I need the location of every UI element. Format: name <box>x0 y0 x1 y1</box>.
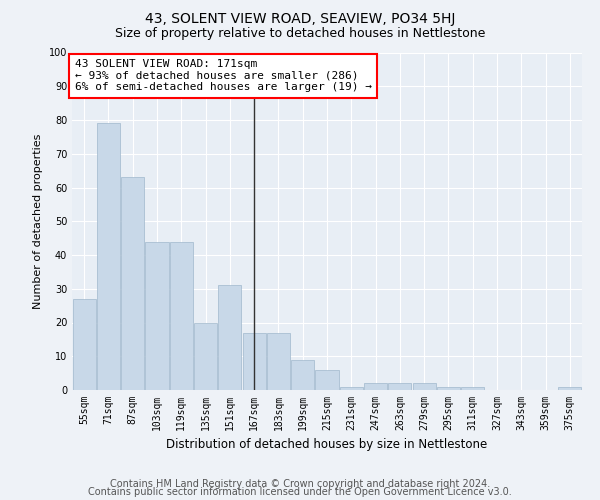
X-axis label: Distribution of detached houses by size in Nettlestone: Distribution of detached houses by size … <box>166 438 488 452</box>
Bar <box>267 332 290 390</box>
Text: Contains public sector information licensed under the Open Government Licence v3: Contains public sector information licen… <box>88 487 512 497</box>
Bar <box>291 360 314 390</box>
Bar <box>437 386 460 390</box>
Bar <box>242 332 266 390</box>
Bar <box>413 383 436 390</box>
Bar <box>170 242 193 390</box>
Text: Contains HM Land Registry data © Crown copyright and database right 2024.: Contains HM Land Registry data © Crown c… <box>110 479 490 489</box>
Bar <box>194 322 217 390</box>
Bar <box>97 124 120 390</box>
Bar <box>145 242 169 390</box>
Bar <box>364 383 387 390</box>
Bar <box>388 383 412 390</box>
Y-axis label: Number of detached properties: Number of detached properties <box>33 134 43 309</box>
Text: Size of property relative to detached houses in Nettlestone: Size of property relative to detached ho… <box>115 28 485 40</box>
Bar <box>559 386 581 390</box>
Bar <box>218 286 241 390</box>
Text: 43 SOLENT VIEW ROAD: 171sqm
← 93% of detached houses are smaller (286)
6% of sem: 43 SOLENT VIEW ROAD: 171sqm ← 93% of det… <box>74 59 371 92</box>
Bar <box>73 299 95 390</box>
Bar <box>461 386 484 390</box>
Bar <box>316 370 338 390</box>
Bar <box>121 178 144 390</box>
Text: 43, SOLENT VIEW ROAD, SEAVIEW, PO34 5HJ: 43, SOLENT VIEW ROAD, SEAVIEW, PO34 5HJ <box>145 12 455 26</box>
Bar <box>340 386 363 390</box>
